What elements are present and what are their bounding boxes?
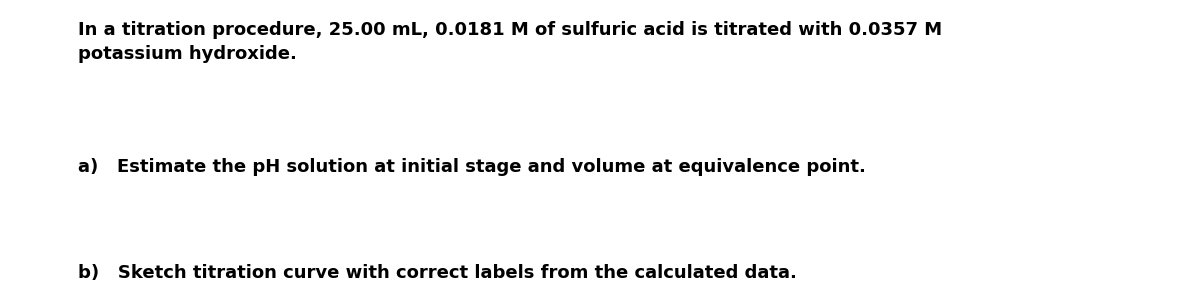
Text: a)   Estimate the pH solution at initial stage and volume at equivalence point.: a) Estimate the pH solution at initial s… bbox=[78, 158, 866, 176]
Text: In a titration procedure, 25.00 mL, 0.0181 M of sulfuric acid is titrated with 0: In a titration procedure, 25.00 mL, 0.01… bbox=[78, 21, 942, 63]
Text: b)   Sketch titration curve with correct labels from the calculated data.: b) Sketch titration curve with correct l… bbox=[78, 264, 797, 282]
